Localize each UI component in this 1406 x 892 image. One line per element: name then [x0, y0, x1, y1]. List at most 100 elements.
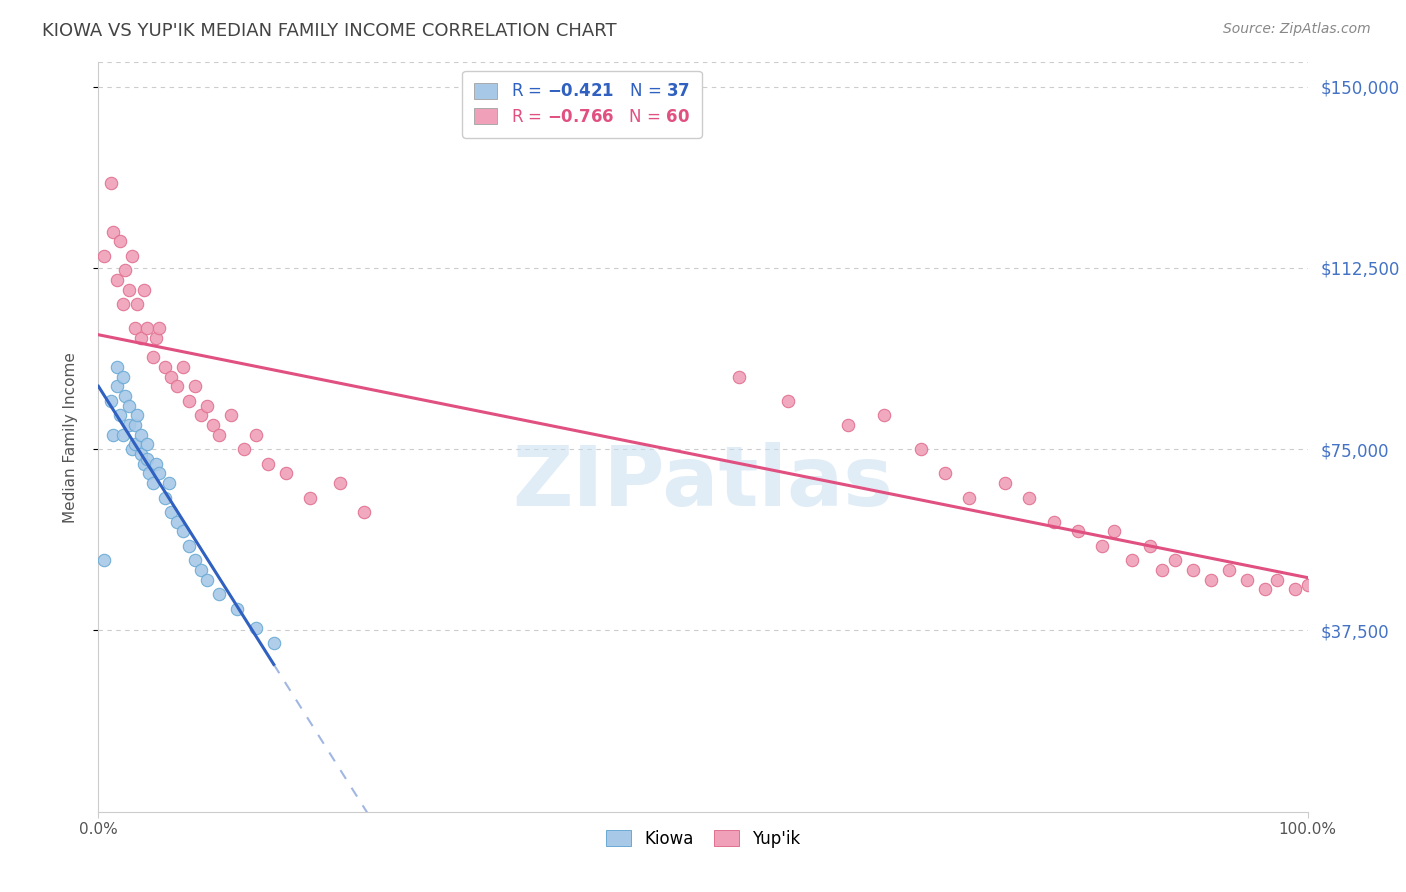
Point	[121, 442, 143, 457]
Point	[1152, 563, 1174, 577]
Point	[153, 491, 176, 505]
Point	[127, 297, 149, 311]
Point	[148, 321, 170, 335]
Point	[190, 409, 212, 423]
Point	[1091, 539, 1114, 553]
Point	[108, 235, 131, 249]
Point	[124, 417, 146, 432]
Point	[873, 409, 896, 423]
Point	[263, 635, 285, 649]
Point	[160, 369, 183, 384]
Point	[353, 505, 375, 519]
Point	[105, 273, 128, 287]
Point	[1067, 524, 1090, 539]
Point	[190, 563, 212, 577]
Point	[129, 447, 152, 461]
Point	[232, 442, 254, 457]
Point	[245, 621, 267, 635]
Point	[184, 553, 207, 567]
Point	[100, 176, 122, 190]
Point	[166, 379, 188, 393]
Point	[135, 321, 157, 335]
Point	[93, 553, 115, 567]
Point	[1199, 573, 1222, 587]
Point	[172, 524, 194, 539]
Point	[1218, 563, 1240, 577]
Point	[100, 393, 122, 408]
Point	[124, 321, 146, 335]
Point	[129, 427, 152, 442]
Point	[274, 467, 297, 481]
Point	[134, 457, 156, 471]
Y-axis label: Median Family Income: Median Family Income	[63, 351, 77, 523]
Point	[1181, 563, 1204, 577]
Point	[114, 389, 136, 403]
Point	[1236, 573, 1258, 587]
Point	[1018, 491, 1040, 505]
Point	[184, 379, 207, 393]
Point	[1139, 539, 1161, 553]
Point	[121, 249, 143, 263]
Point	[134, 283, 156, 297]
Point	[172, 359, 194, 374]
Point	[1296, 577, 1319, 591]
Point	[118, 399, 141, 413]
Point	[1254, 582, 1277, 597]
Point	[957, 491, 980, 505]
Point	[202, 417, 225, 432]
Point	[142, 475, 165, 490]
Point	[101, 225, 124, 239]
Point	[329, 475, 352, 490]
Point	[138, 467, 160, 481]
Point	[245, 427, 267, 442]
Point	[910, 442, 932, 457]
Text: KIOWA VS YUP'IK MEDIAN FAMILY INCOME CORRELATION CHART: KIOWA VS YUP'IK MEDIAN FAMILY INCOME COR…	[42, 22, 617, 40]
Point	[1284, 582, 1306, 597]
Point	[111, 369, 134, 384]
Point	[105, 359, 128, 374]
Point	[728, 369, 751, 384]
Point	[179, 393, 201, 408]
Legend: Kiowa, Yup'ik: Kiowa, Yup'ik	[598, 822, 808, 855]
Point	[160, 505, 183, 519]
Point	[1042, 515, 1064, 529]
Point	[148, 467, 170, 481]
Point	[195, 573, 218, 587]
Point	[1163, 553, 1185, 567]
Point	[142, 351, 165, 365]
Point	[124, 437, 146, 451]
Point	[157, 475, 180, 490]
Point	[129, 331, 152, 345]
Point	[1102, 524, 1125, 539]
Point	[111, 427, 134, 442]
Point	[118, 283, 141, 297]
Point	[93, 249, 115, 263]
Point	[994, 475, 1017, 490]
Point	[299, 491, 322, 505]
Point	[135, 451, 157, 466]
Point	[256, 457, 278, 471]
Point	[118, 417, 141, 432]
Point	[837, 417, 859, 432]
Point	[153, 359, 176, 374]
Point	[1121, 553, 1143, 567]
Point	[179, 539, 201, 553]
Point	[195, 399, 218, 413]
Point	[108, 409, 131, 423]
Point	[105, 379, 128, 393]
Text: ZIPatlas: ZIPatlas	[513, 442, 893, 523]
Point	[101, 427, 124, 442]
Text: Source: ZipAtlas.com: Source: ZipAtlas.com	[1223, 22, 1371, 37]
Point	[208, 587, 231, 601]
Point	[221, 409, 243, 423]
Point	[111, 297, 134, 311]
Point	[127, 409, 149, 423]
Point	[135, 437, 157, 451]
Point	[934, 467, 956, 481]
Point	[1267, 573, 1289, 587]
Point	[145, 457, 167, 471]
Point	[145, 331, 167, 345]
Point	[114, 263, 136, 277]
Point	[226, 601, 249, 615]
Point	[208, 427, 231, 442]
